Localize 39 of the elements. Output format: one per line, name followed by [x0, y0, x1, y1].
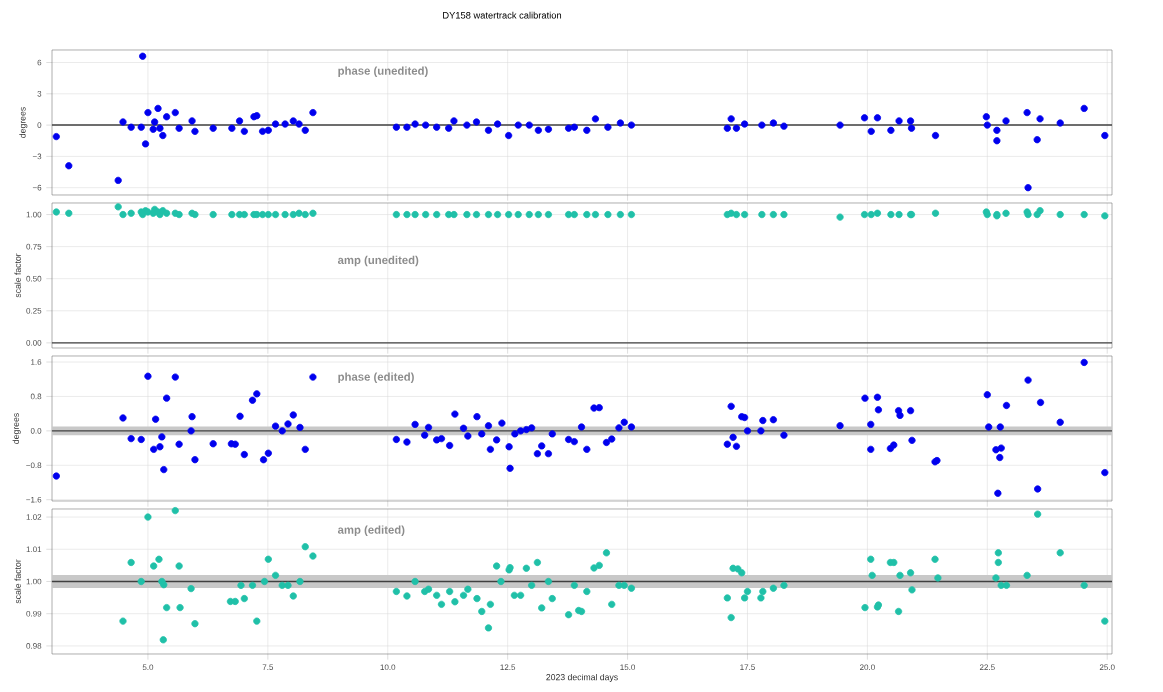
x-tick-label: 17.5: [740, 664, 755, 670]
annotation: phase (unedited): [338, 66, 428, 78]
y-axis-title: scale factor: [14, 253, 21, 298]
y-tick-label: 0.98: [26, 643, 42, 649]
y-tick-label: 0: [37, 122, 42, 128]
x-tick-label: 7.5: [262, 664, 274, 670]
y-tick-label: 1.02: [26, 514, 42, 520]
y-axis-title: degrees: [12, 413, 21, 444]
x-tick-label: 20.0: [860, 664, 875, 671]
y-axis-title: degrees: [19, 107, 28, 138]
y-tick-label: 6: [37, 59, 42, 66]
y-tick-label: −1.6: [26, 496, 42, 503]
annotation: amp (edited): [337, 525, 405, 537]
y-tick-label: 0.8: [30, 393, 42, 400]
y-tick-label: 1.00: [26, 578, 42, 585]
x-tick-label: 15.0: [620, 664, 636, 671]
x-tick-label: 5.0: [142, 664, 154, 671]
x-tick-label: 12.5: [500, 664, 516, 671]
y-tick-label: 0.50: [26, 275, 42, 282]
y-tick-label: 0.0: [30, 428, 42, 434]
chart-title: DY158 watertrack calibration: [443, 11, 562, 19]
annotation: phase (edited): [338, 372, 414, 384]
annotation: amp (unedited): [337, 255, 419, 267]
y-tick-label: 0.00: [26, 340, 42, 346]
y-tick-label: 0.99: [26, 610, 42, 617]
y-tick-label: 0.75: [26, 243, 42, 250]
y-tick-label: −6: [32, 184, 42, 191]
y-axis-title: scale factor: [14, 559, 21, 604]
y-tick-label: 1.6: [31, 359, 42, 365]
y-tick-label: −3: [32, 153, 42, 160]
x-tick-label: 22.5: [979, 664, 995, 671]
x-tick-label: 10.0: [380, 664, 396, 671]
y-tick-label: 0.25: [26, 307, 42, 314]
x-tick-label: 25.0: [1099, 664, 1115, 671]
y-tick-label: 1.00: [26, 211, 42, 218]
y-tick-label: 3: [37, 90, 42, 97]
y-tick-label: −0.8: [26, 462, 42, 469]
y-tick-label: 1.01: [26, 546, 42, 553]
x-axis-title: 2023 decimal days: [546, 673, 618, 682]
